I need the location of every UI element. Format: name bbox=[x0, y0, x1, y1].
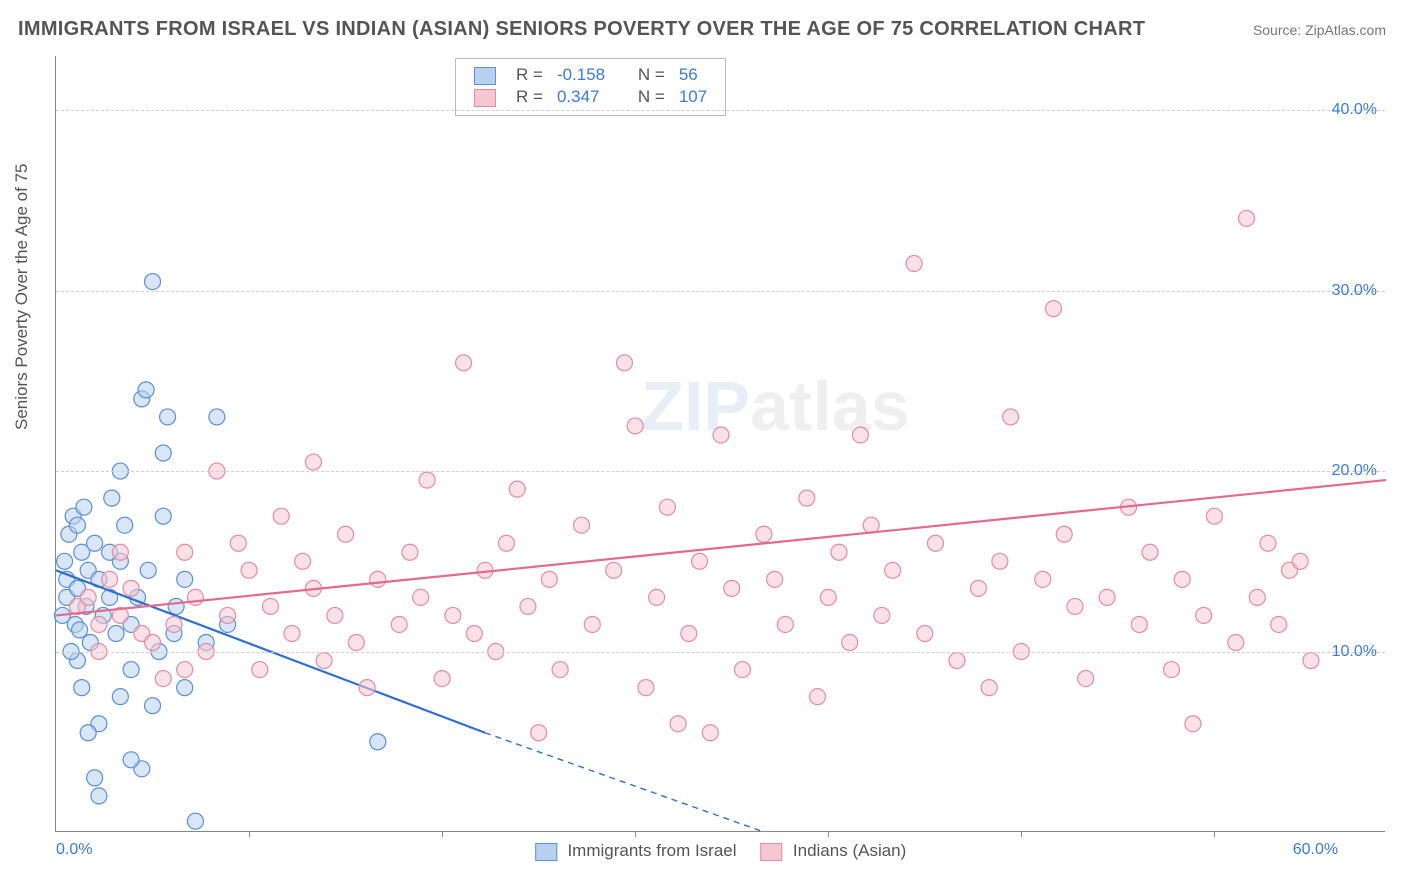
y-tick-label: 10.0% bbox=[1332, 643, 1377, 661]
series-legend: Immigrants from Israel Indians (Asian) bbox=[535, 841, 907, 861]
x-tick-mark bbox=[1214, 831, 1215, 837]
y-tick-label: 40.0% bbox=[1332, 101, 1377, 119]
swatch-series-1 bbox=[535, 843, 557, 861]
chart-svg bbox=[56, 56, 1386, 832]
x-tick-mark bbox=[442, 831, 443, 837]
chart-title: IMMIGRANTS FROM ISRAEL VS INDIAN (ASIAN)… bbox=[18, 18, 1145, 41]
x-tick-mark bbox=[1021, 831, 1022, 837]
gridline bbox=[56, 652, 1385, 653]
source-name: ZipAtlas.com bbox=[1305, 22, 1386, 38]
gridline bbox=[56, 291, 1385, 292]
x-tick-mark bbox=[828, 831, 829, 837]
source-attribution: Source: ZipAtlas.com bbox=[1253, 22, 1386, 38]
gridline bbox=[56, 110, 1385, 111]
swatch-series-2 bbox=[760, 843, 782, 861]
y-axis-label: Seniors Poverty Over the Age of 75 bbox=[12, 164, 32, 430]
legend-label-series-1: Immigrants from Israel bbox=[567, 841, 736, 860]
legend-label-series-2: Indians (Asian) bbox=[793, 841, 906, 860]
x-tick-label: 0.0% bbox=[56, 841, 92, 859]
x-tick-mark bbox=[635, 831, 636, 837]
x-tick-mark bbox=[249, 831, 250, 837]
y-tick-label: 30.0% bbox=[1332, 282, 1377, 300]
y-tick-label: 20.0% bbox=[1332, 462, 1377, 480]
plot-area: ZIPatlas R = -0.158 N = 56 R = 0.347 N =… bbox=[55, 56, 1385, 832]
gridline bbox=[56, 471, 1385, 472]
source-prefix: Source: bbox=[1253, 22, 1305, 38]
x-tick-label: 60.0% bbox=[1293, 841, 1338, 859]
